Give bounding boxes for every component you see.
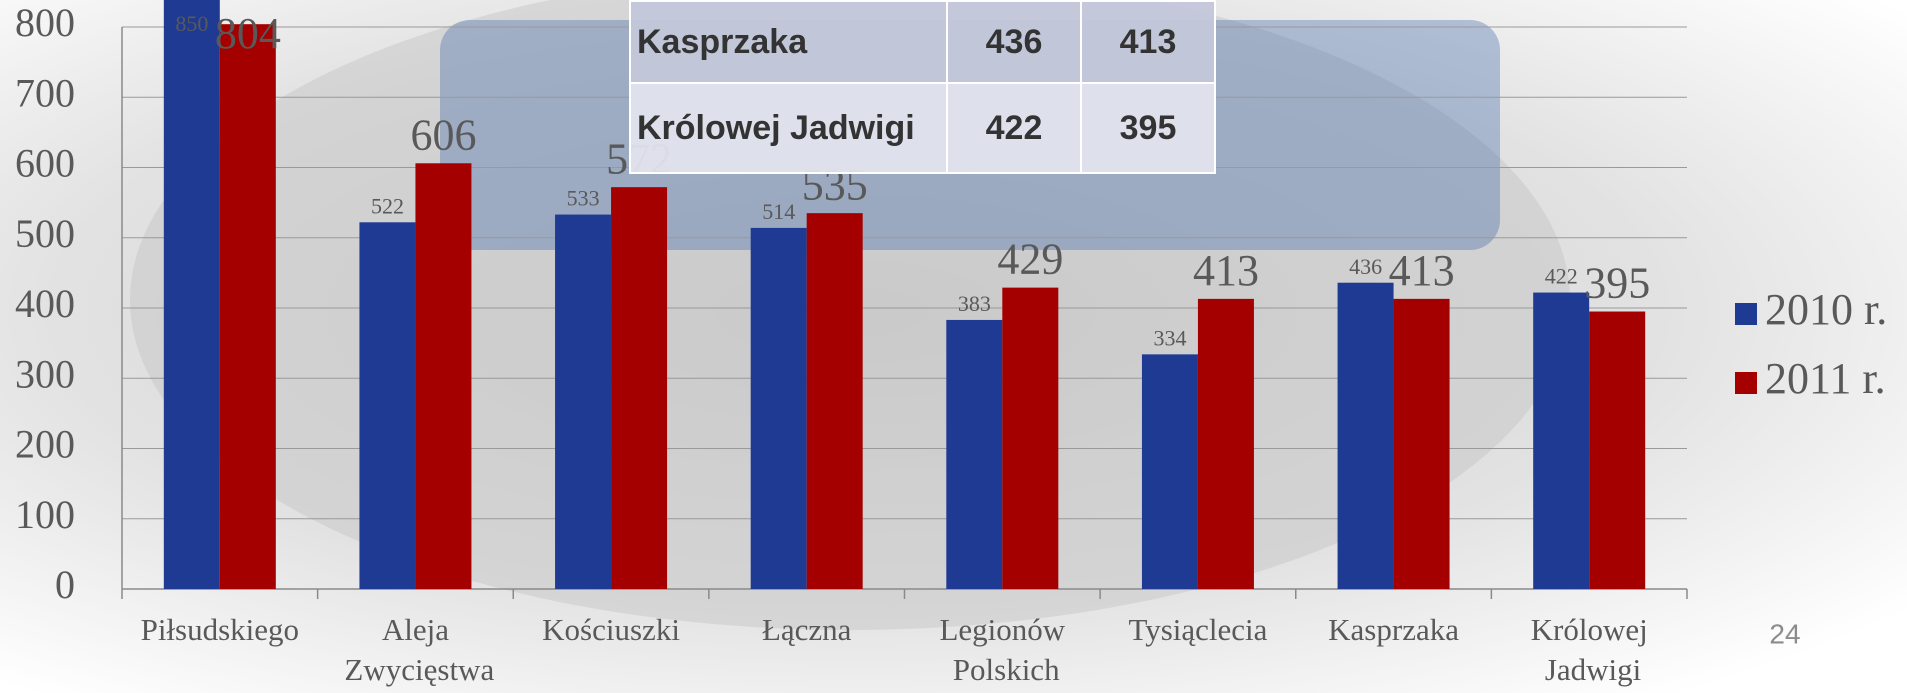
- bar: [1589, 311, 1646, 589]
- table-row: Kasprzaka 436 413: [629, 0, 1216, 84]
- bar: [806, 213, 863, 589]
- y-tick-label: 600: [15, 141, 75, 186]
- y-tick-label: 700: [15, 70, 75, 115]
- bar: [1141, 354, 1198, 589]
- bar: [1393, 298, 1450, 589]
- bar: [359, 222, 416, 590]
- table-row: Królowej Jadwigi 422 395: [629, 82, 1216, 174]
- y-tick-label: 0: [55, 562, 75, 607]
- bar: [415, 163, 472, 589]
- data-label: 413: [1389, 246, 1455, 295]
- data-label: 383: [958, 291, 991, 316]
- x-tick-label-line: Jadwigi: [1537, 652, 1642, 687]
- y-tick-label: 400: [15, 281, 75, 326]
- bar: [611, 187, 668, 590]
- x-tick-label-line: Polskich: [945, 652, 1060, 687]
- x-tick-label-line: Zwycięstwa: [337, 652, 495, 687]
- page-number: 24: [1769, 618, 1800, 649]
- table-cell: 413: [1080, 0, 1216, 84]
- x-tick-label: Tysiąclecia: [1128, 612, 1267, 647]
- data-label: 522: [371, 193, 404, 218]
- legend-swatch: [1735, 303, 1757, 325]
- x-tick-label-line: Aleja: [382, 612, 449, 647]
- table-cell: 436: [946, 0, 1082, 84]
- x-tick-label: Kościuszki: [542, 612, 680, 647]
- data-label: 804: [215, 9, 281, 58]
- table-cell: Królowej Jadwigi: [629, 82, 948, 174]
- data-label: 436: [1349, 254, 1382, 279]
- table-cell: 395: [1080, 82, 1216, 174]
- data-label: 334: [1153, 325, 1186, 350]
- y-tick-label: 100: [15, 492, 75, 537]
- x-tick-label: Aleja Zwycięstwa: [337, 612, 495, 687]
- bar: [1002, 287, 1059, 589]
- x-tick-label: Legionów Polskich: [939, 612, 1065, 687]
- legend-swatch: [1735, 372, 1757, 394]
- y-tick-label: 500: [15, 211, 75, 256]
- bar: [1197, 298, 1254, 589]
- y-tick-label: 300: [15, 351, 75, 396]
- x-tick-label: Kasprzaka: [1328, 612, 1459, 647]
- data-label: 850: [175, 11, 208, 36]
- x-tick-label-line: Królowej: [1531, 612, 1648, 647]
- y-tick-label: 200: [15, 422, 75, 467]
- x-tick-label-line: Legionów: [939, 612, 1065, 647]
- x-tick-label: Piłsudskiego: [141, 612, 299, 647]
- bar: [555, 214, 612, 589]
- data-label: 395: [1584, 259, 1650, 308]
- legend-label: 2011 r.: [1765, 354, 1886, 403]
- data-label: 413: [1193, 246, 1259, 295]
- bar: [219, 24, 276, 589]
- data-label: 429: [997, 235, 1063, 284]
- table-cell: Kasprzaka: [629, 0, 948, 84]
- data-label: 514: [762, 199, 795, 224]
- data-label: 422: [1545, 264, 1578, 289]
- data-label: 533: [567, 186, 600, 211]
- data-label: 606: [410, 110, 476, 159]
- bar: [750, 227, 807, 590]
- bar: [1533, 292, 1590, 589]
- table-cell: 422: [946, 82, 1082, 174]
- bar: [1337, 282, 1394, 589]
- data-table: Kasprzaka 436 413 Królowej Jadwigi 422 3…: [629, 0, 1216, 174]
- x-tick-label: Łączna: [762, 612, 852, 647]
- x-tick-label: Królowej Jadwigi: [1531, 612, 1648, 687]
- bar: [163, 0, 220, 589]
- legend-label: 2010 r.: [1765, 285, 1887, 334]
- bar: [946, 319, 1003, 589]
- y-tick-label: 800: [15, 0, 75, 45]
